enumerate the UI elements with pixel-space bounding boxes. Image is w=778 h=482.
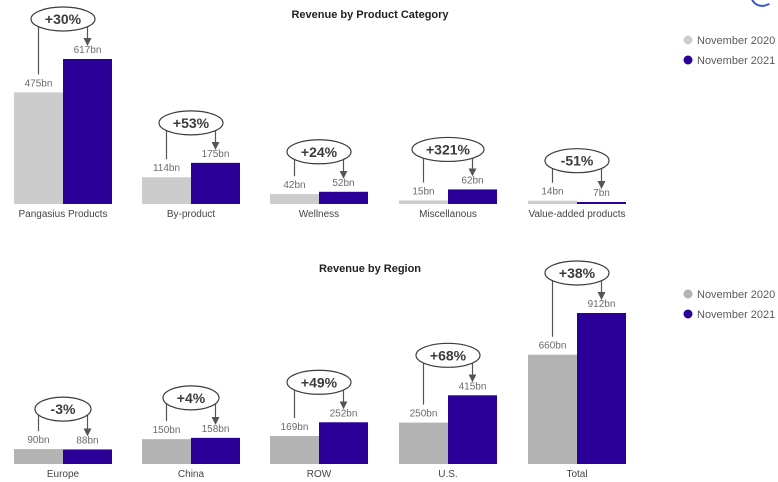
- data-label-2020: 660bn: [539, 341, 567, 352]
- data-label-2021: 617bn: [74, 45, 102, 56]
- data-label-2020: 150bn: [153, 425, 181, 436]
- change-oval: [158, 110, 224, 136]
- change-percent: +4%: [177, 390, 206, 406]
- change-percent: +30%: [45, 11, 82, 27]
- data-label-2020: 42bn: [283, 180, 305, 191]
- bar-nov-2020: [399, 422, 448, 464]
- bar-nov-2021: [448, 395, 497, 464]
- category-label: Total: [566, 469, 587, 480]
- category-label: U.S.: [438, 469, 457, 480]
- data-label-2020: 250bn: [410, 409, 438, 420]
- bar-nov-2020: [270, 194, 319, 204]
- data-label-2021: 912bn: [588, 299, 616, 310]
- change-oval: [34, 396, 92, 422]
- category-label: China: [178, 469, 205, 480]
- legend-label-2021: November 2021: [697, 309, 775, 321]
- data-label-2020: 169bn: [281, 422, 309, 433]
- bar-nov-2021: [63, 449, 112, 464]
- change-oval: [544, 148, 610, 174]
- change-oval: [162, 385, 220, 411]
- change-percent: +38%: [559, 265, 596, 281]
- chart-title: Revenue by Product Category: [291, 9, 449, 21]
- change-percent: +24%: [301, 144, 338, 160]
- legend-marker-2020: [683, 35, 693, 45]
- bar-nov-2020: [14, 449, 63, 464]
- change-percent: +68%: [430, 347, 467, 363]
- bar-nov-2021: [577, 202, 626, 204]
- legend-marker-2020: [683, 289, 693, 299]
- category-label: Value-added products: [528, 209, 625, 220]
- bar-nov-2021: [63, 59, 112, 204]
- change-percent: +49%: [301, 374, 338, 390]
- data-label-2020: 114bn: [153, 163, 180, 174]
- data-label-2021: 175bn: [202, 149, 230, 160]
- bar-nov-2021: [319, 422, 368, 464]
- data-label-2020: 14bn: [541, 187, 563, 198]
- data-label-2020: 475bn: [25, 78, 53, 89]
- bar-nov-2020: [142, 177, 191, 204]
- data-label-2021: 52bn: [332, 178, 354, 189]
- bar-nov-2021: [448, 189, 497, 204]
- data-label-2021: 7bn: [593, 188, 610, 199]
- data-label-2021: 158bn: [202, 424, 230, 435]
- bar-nov-2020: [399, 200, 448, 204]
- bar-nov-2021: [319, 191, 368, 204]
- product-category-chart: Revenue by Product Category 475bn 617bn Pan…: [14, 6, 775, 220]
- data-label-2020: 90bn: [27, 435, 49, 446]
- data-label-2021: 88bn: [76, 435, 98, 446]
- bar-nov-2020: [270, 436, 319, 464]
- data-label-2020: 15bn: [412, 186, 434, 197]
- change-oval: [286, 369, 352, 395]
- bar-nov-2020: [528, 354, 577, 464]
- region-chart: Revenue by Region 90bn 88bn Europe -3% 150bn 1…: [14, 260, 775, 480]
- legend: November 2020 November 2021: [683, 35, 775, 67]
- category-label: Wellness: [299, 209, 339, 220]
- legend-marker-2021: [683, 309, 693, 319]
- legend-marker-2021: [683, 55, 693, 65]
- change-oval: [286, 139, 352, 165]
- category-label: By-product: [167, 209, 216, 220]
- bar-nov-2021: [191, 162, 240, 204]
- data-label-2021: 62bn: [461, 175, 483, 186]
- change-percent: +321%: [426, 141, 471, 157]
- legend: November 2020 November 2021: [683, 289, 775, 321]
- legend-label-2020: November 2020: [697, 289, 775, 301]
- change-oval: [411, 136, 485, 163]
- change-percent: -3%: [51, 401, 76, 417]
- legend-label-2020: November 2020: [697, 35, 775, 47]
- bar-nov-2021: [577, 313, 626, 464]
- data-label-2021: 252bn: [330, 408, 358, 419]
- change-oval: [544, 260, 610, 286]
- bar-nov-2020: [528, 200, 577, 204]
- category-label: Miscellanous: [419, 209, 477, 220]
- legend-label-2021: November 2021: [697, 55, 775, 67]
- category-label: ROW: [307, 469, 332, 480]
- bar-nov-2020: [14, 92, 63, 204]
- category-label: Europe: [47, 469, 80, 480]
- change-oval: [30, 6, 96, 32]
- change-oval: [415, 342, 481, 368]
- bar-nov-2021: [191, 437, 240, 464]
- data-label-2021: 415bn: [459, 381, 487, 392]
- chart-title: Revenue by Region: [319, 263, 421, 275]
- change-percent: -51%: [561, 153, 594, 169]
- change-percent: +53%: [173, 115, 210, 131]
- bar-nov-2020: [142, 439, 191, 464]
- category-label: Pangasius Products: [19, 209, 108, 220]
